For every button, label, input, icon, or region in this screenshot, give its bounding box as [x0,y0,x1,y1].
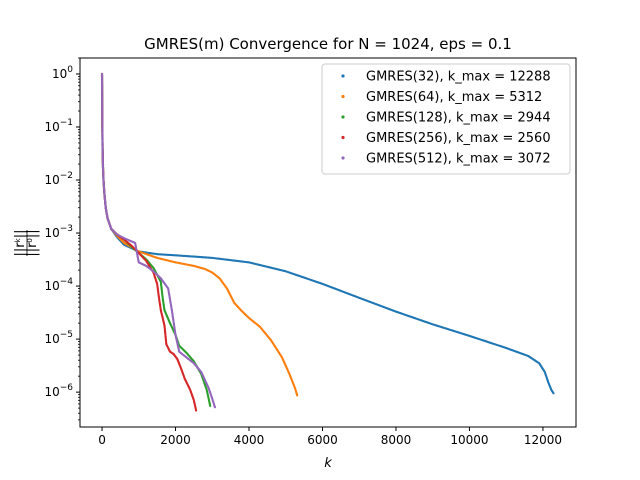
legend-marker [341,115,345,119]
y-axis-label-numerator: ||rk|| [13,230,28,257]
x-axis: 0 2000 4000 6000 8000 10000 12000 [98,427,562,447]
y-axis-label-denominator: ||r0|| [25,229,40,256]
legend-label: GMRES(128), k_max = 2944 [366,111,551,126]
x-axis-label: k [324,456,332,471]
y-axis-label: ||rk|| ||r0|| [13,229,40,256]
legend-box [321,63,571,175]
y-tick-label: 10−4 [44,277,73,293]
legend: GMRES(32), k_max = 12288 GMRES(64), k_max… [321,63,571,175]
data-point [195,409,198,412]
legend-marker [341,135,345,140]
x-tick-label: 6000 [307,433,338,447]
legend-label: GMRES(64), k_max = 5312 [366,90,542,105]
y-tick-label: 10−1 [44,118,73,134]
series-5 [100,72,217,409]
x-tick-label: 0 [98,433,106,447]
y-tick-label: 10−2 [44,171,73,187]
legend-marker [341,94,345,99]
y-tick-label: 10−3 [44,224,73,240]
legend-marker [341,156,345,160]
x-tick-label: 8000 [381,433,412,447]
data-point [552,392,555,395]
x-tick-label: 4000 [234,433,265,447]
series-layer [100,72,555,412]
chart-title: GMRES(m) Convergence for N = 1024, eps =… [144,35,512,53]
legend-marker [341,74,345,78]
y-tick-label: 100 [52,65,73,81]
y-tick-label: 10−5 [44,330,73,346]
y-axis: 10−6 10−5 10−4 10−3 10−2 10−1 100 [44,57,80,421]
y-tick-label: 10−6 [44,383,73,399]
plot-frame [79,57,577,428]
x-tick-label: 12000 [524,433,562,447]
data-point [213,406,217,409]
x-tick-label: 2000 [160,433,191,447]
x-tick-label: 10000 [450,433,488,447]
data-point [209,404,212,407]
legend-label: GMRES(256), k_max = 2560 [366,131,551,146]
legend-label: GMRES(32), k_max = 12288 [366,70,551,85]
legend-label: GMRES(512), k_max = 3072 [366,152,551,167]
data-point [296,394,299,397]
